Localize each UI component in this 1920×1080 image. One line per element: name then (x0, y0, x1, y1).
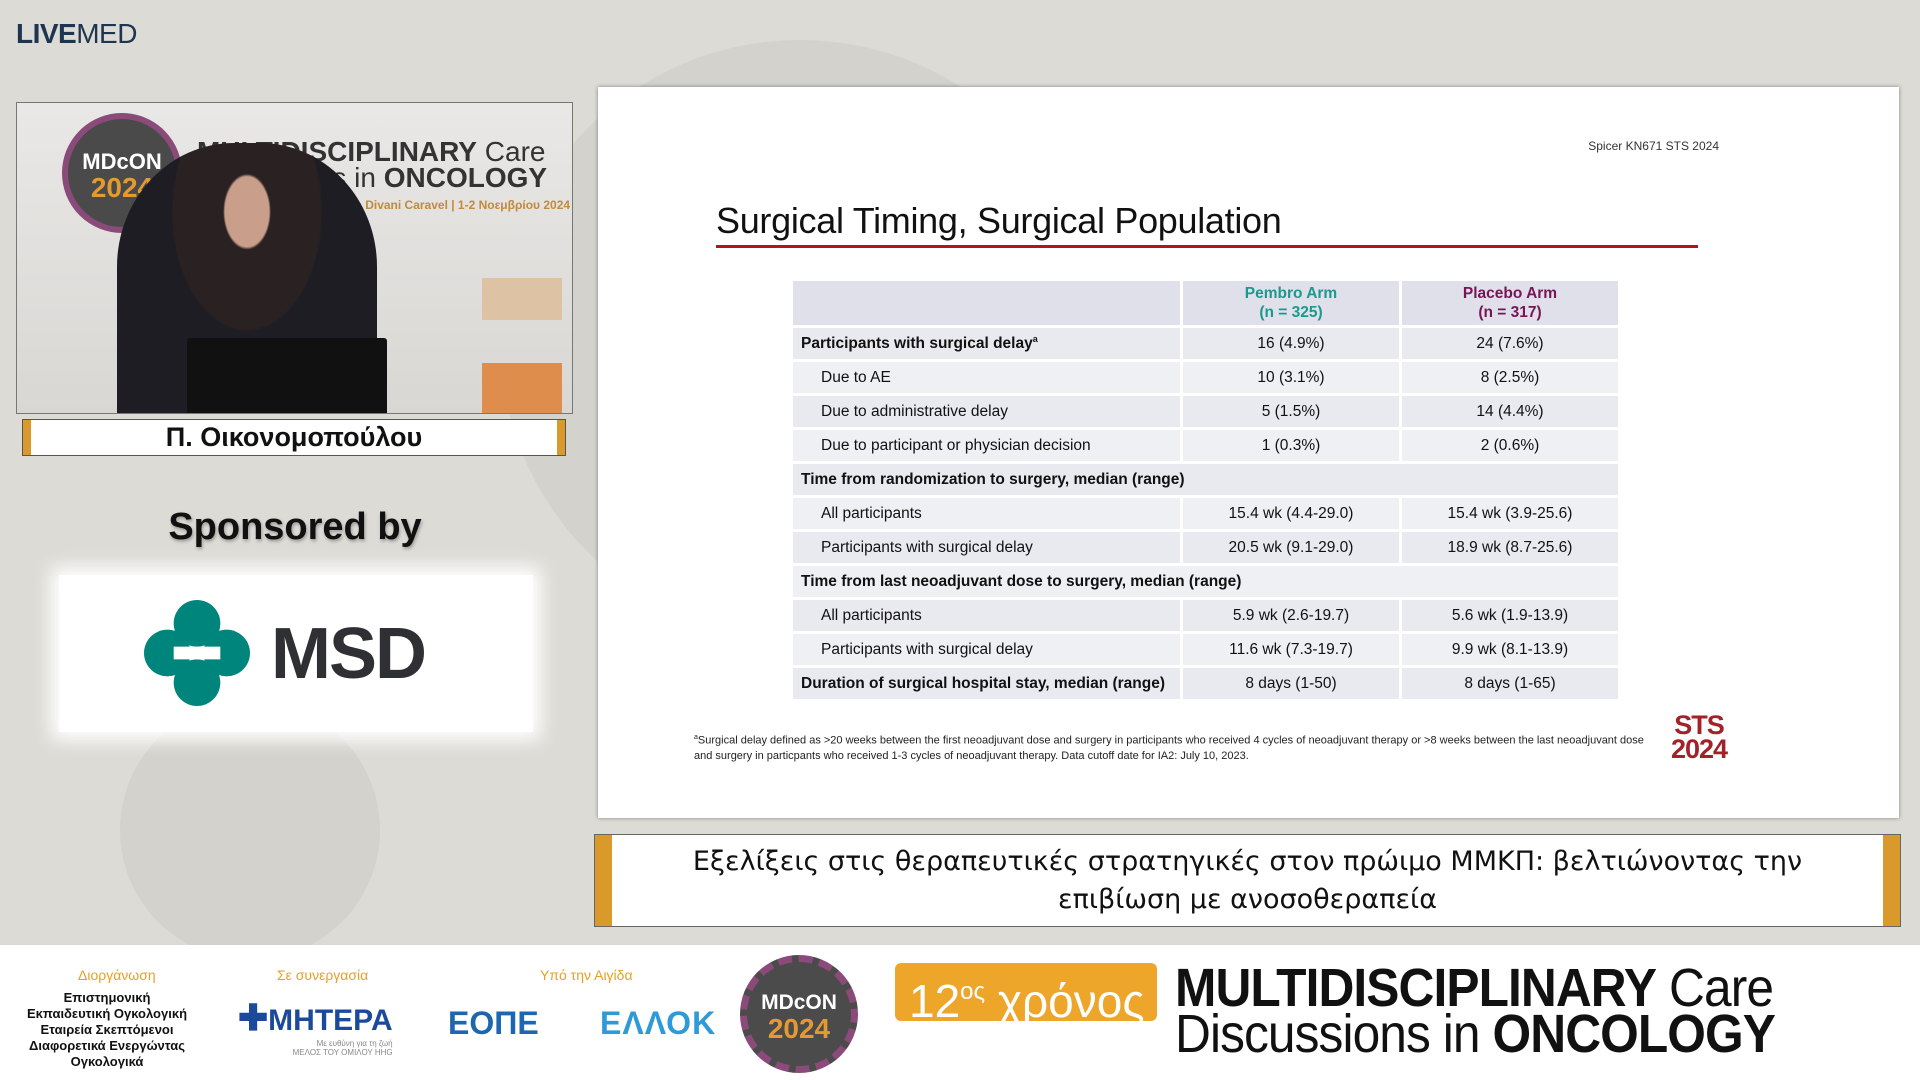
table-row: Time from randomization to surgery, medi… (793, 464, 1618, 495)
row-label: Participants with surgical delay (793, 634, 1180, 665)
row-label: Duration of surgical hospital stay, medi… (793, 668, 1180, 699)
pembro-value: 16 (4.9%) (1183, 328, 1399, 359)
section-label: Time from last neoadjuvant dose to surge… (793, 566, 1618, 597)
cross-icon: ✚ (238, 997, 269, 1038)
organizer-label: Διοργάνωση (78, 967, 156, 983)
placebo-value: 8 days (1-65) (1402, 668, 1618, 699)
pembro-value: 5.9 wk (2.6-19.7) (1183, 600, 1399, 631)
placebo-value: 24 (7.6%) (1402, 328, 1618, 359)
section-label: Time from randomization to surgery, medi… (793, 464, 1618, 495)
row-label: Due to participant or physician decision (793, 430, 1180, 461)
placebo-value: 14 (4.4%) (1402, 396, 1618, 427)
table-row: Participants with surgical delay 11.6 wk… (793, 634, 1618, 665)
placebo-value: 2 (0.6%) (1402, 430, 1618, 461)
table-row: All participants 5.9 wk (2.6-19.7) 5.6 w… (793, 600, 1618, 631)
video-banner-subtitle: Ξενοδοχείο Divani Caravel | 1-2 Νοεμβρίο… (297, 198, 571, 212)
msd-logo-icon (144, 600, 250, 706)
sts-2024-logo: STS 2024 (1671, 710, 1728, 764)
pembro-value: 10 (3.1%) (1183, 362, 1399, 393)
slide-reference: Spicer KN671 STS 2024 (1588, 139, 1719, 153)
column-header-pembro: Pembro Arm (n = 325) (1183, 281, 1399, 325)
livemed-logo: LIVEMED (16, 18, 137, 49)
row-label: Participants with surgical delay (793, 532, 1180, 563)
backdrop-block (482, 363, 562, 413)
table-row: Participants with surgical delay 20.5 wk… (793, 532, 1618, 563)
table-row: Time from last neoadjuvant dose to surge… (793, 566, 1618, 597)
pembro-value: 5 (1.5%) (1183, 396, 1399, 427)
event-title: MULTIDISCIPLINARY Care Discussions in ONC… (1175, 958, 1776, 1064)
row-label: All participants (793, 498, 1180, 529)
mitera-logo: ✚ΜΗΤΕΡΑ Με ευθύνη για τη ζωή ΜΕΛΟΣ ΤΟΥ ΟΜΙ… (238, 997, 393, 1057)
title-underline (716, 245, 1698, 248)
table-row: Due to administrative delay 5 (1.5%) 14 … (793, 396, 1618, 427)
pembro-value: 20.5 wk (9.1-29.0) (1183, 532, 1399, 563)
presentation-slide: Spicer KN671 STS 2024 Surgical Timing, S… (598, 87, 1899, 818)
slide-footnote: aSurgical delay defined as >20 weeks bet… (694, 734, 1644, 762)
pembro-value: 1 (0.3%) (1183, 430, 1399, 461)
msd-wordmark: MSD (271, 614, 427, 694)
session-caption: Εξελίξεις στις θεραπευτικές στρατηγικές … (595, 835, 1900, 926)
pembro-value: 15.4 wk (4.4-29.0) (1183, 498, 1399, 529)
pembro-value: 11.6 wk (7.3-19.7) (1183, 634, 1399, 665)
table-row: Participants with surgical delaya 16 (4.… (793, 328, 1618, 359)
placebo-value: 8 (2.5%) (1402, 362, 1618, 393)
table-row: Due to AE 10 (3.1%) 8 (2.5%) (793, 362, 1618, 393)
row-label: Participants with surgical delaya (793, 328, 1180, 359)
organizer-name: Επιστημονική Εκπαιδευτική Ογκολογική Ετα… (26, 990, 188, 1069)
auspices-label: Υπό την Αιγίδα (540, 967, 633, 983)
placebo-value: 15.4 wk (3.9-25.6) (1402, 498, 1618, 529)
eope-logo: ΕΟΠΕ (448, 1005, 539, 1041)
pembro-value: 8 days (1-50) (1183, 668, 1399, 699)
laptop (187, 338, 387, 413)
table-header-blank (793, 281, 1180, 325)
background-shape (120, 700, 380, 960)
row-label: All participants (793, 600, 1180, 631)
footer-banner: Διοργάνωση Επιστημονική Εκπαιδευτική Ογκ… (0, 945, 1920, 1080)
backdrop-block (482, 278, 562, 320)
row-label: Due to AE (793, 362, 1180, 393)
table-row: All participants 15.4 wk (4.4-29.0) 15.4… (793, 498, 1618, 529)
placebo-value: 9.9 wk (8.1-13.9) (1402, 634, 1618, 665)
speaker-name: Π. Οικονομοπούλου (23, 420, 565, 455)
slide-title: Surgical Timing, Surgical Population (716, 200, 1282, 241)
column-header-placebo: Placebo Arm (n = 317) (1402, 281, 1618, 325)
mdcon-2024-logo: MDcON 2024 (740, 955, 858, 1073)
table-row: Duration of surgical hospital stay, medi… (793, 668, 1618, 699)
placebo-value: 18.9 wk (8.7-25.6) (1402, 532, 1618, 563)
anniversary-badge: 12ος χρόνος (895, 963, 1157, 1027)
sponsor-logo: MSD (59, 575, 533, 732)
table-row: Due to participant or physician decision… (793, 430, 1618, 461)
placebo-value: 5.6 wk (1.9-13.9) (1402, 600, 1618, 631)
row-label: Due to administrative delay (793, 396, 1180, 427)
partner-label: Σε συνεργασία (277, 967, 369, 983)
sponsored-by-label: Sponsored by (168, 506, 422, 548)
surgical-timing-table: Pembro Arm (n = 325) Placebo Arm (n = 317)… (790, 278, 1621, 702)
ellok-logo: ΕΛΛΟΚ (600, 1005, 717, 1041)
